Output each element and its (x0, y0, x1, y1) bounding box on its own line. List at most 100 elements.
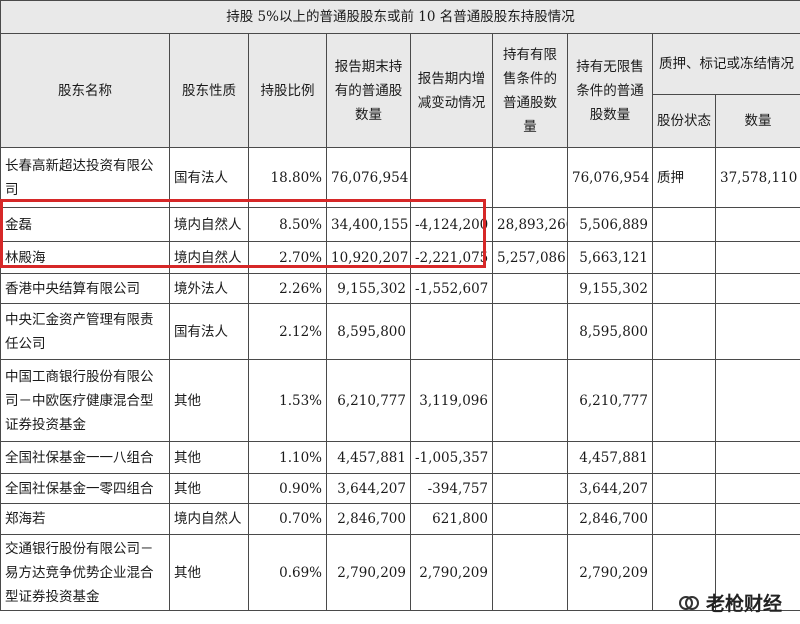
cell-change: 3,119,096 (410, 359, 493, 442)
cell-ratio: 2.26% (248, 273, 327, 304)
header-period-change: 报告期内增减变动情况 (410, 33, 493, 148)
cell-unrestricted: 2,790,209 (567, 534, 653, 611)
cell-change: 621,800 (410, 503, 493, 535)
cell-change: -4,124,200 (410, 207, 493, 242)
table-title: 持股 5%以上的普通股股东或前 10 名普通股股东持股情况 (0, 0, 800, 34)
cell-status (652, 359, 716, 442)
cell-qty (715, 473, 800, 504)
cell-ratio: 18.80% (248, 147, 327, 208)
table-row: 全国社保基金一零四组合 其他 0.90% 3,644,207 -394,757 3,644… (0, 473, 800, 504)
table-row: 金磊 境内自然人 8.50% 34,400,155 -4,124,200 28,893,2… (0, 207, 800, 242)
header-pledge-quantity: 数量 (715, 94, 800, 148)
cell-status (652, 303, 716, 360)
cell-restricted (492, 359, 568, 442)
cell-name: 长春高新超达投资有限公司 (0, 147, 170, 208)
cell-nature: 境外法人 (169, 273, 249, 304)
cell-nature: 国有法人 (169, 303, 249, 360)
cell-unrestricted: 5,663,121 (567, 241, 653, 274)
cell-period-end: 34,400,155 (326, 207, 411, 242)
cell-qty (715, 503, 800, 535)
cell-nature: 其他 (169, 473, 249, 504)
cell-restricted (492, 473, 568, 504)
watermark: 老枪财经 (678, 589, 782, 616)
cell-change: 2,790,209 (410, 534, 493, 611)
cell-status (652, 473, 716, 504)
watermark-text: 老枪财经 (705, 593, 782, 615)
table-row: 香港中央结算有限公司 境外法人 2.26% 9,155,302 -1,552,607 9,… (0, 273, 800, 304)
cell-period-end: 8,595,800 (326, 303, 411, 360)
cell-qty (715, 441, 800, 474)
cell-name: 香港中央结算有限公司 (0, 273, 170, 304)
header-pledge-status: 股份状态 (652, 94, 716, 148)
shareholder-table: 持股 5%以上的普通股股东或前 10 名普通股股东持股情况 股东名称 股东性质 … (0, 0, 800, 611)
cell-unrestricted: 2,846,700 (567, 503, 653, 535)
table-row: 中国工商银行股份有限公司－中欧医疗健康混合型证券投资基金 其他 1.53% 6,210… (0, 359, 800, 442)
wechat-channel-icon (678, 595, 699, 610)
cell-name: 郑海若 (0, 503, 170, 535)
header-shareholder-name: 股东名称 (0, 33, 170, 148)
table-row: 中央汇金资产管理有限责任公司 国有法人 2.12% 8,595,800 8,595,80… (0, 303, 800, 360)
cell-qty (715, 241, 800, 274)
cell-restricted (492, 303, 568, 360)
table-row: 交通银行股份有限公司－易方达竞争优势企业混合型证券投资基金 其他 0.69% 2,79… (0, 534, 800, 611)
table-row: 郑海若 境内自然人 0.70% 2,846,700 621,800 2,846,700 (0, 503, 800, 535)
cell-qty (715, 273, 800, 304)
cell-name: 中央汇金资产管理有限责任公司 (0, 303, 170, 360)
cell-qty (715, 359, 800, 442)
cell-status (652, 207, 716, 242)
cell-restricted (492, 503, 568, 535)
cell-restricted (492, 147, 568, 208)
cell-unrestricted: 3,644,207 (567, 473, 653, 504)
cell-qty: 37,578,110 (715, 147, 800, 208)
cell-restricted (492, 441, 568, 474)
cell-ratio: 2.12% (248, 303, 327, 360)
cell-status: 质押 (652, 147, 716, 208)
cell-unrestricted: 9,155,302 (567, 273, 653, 304)
cell-ratio: 8.50% (248, 207, 327, 242)
header-shareholder-nature: 股东性质 (169, 33, 249, 148)
cell-period-end: 10,920,207 (326, 241, 411, 274)
cell-qty (715, 534, 800, 611)
cell-name: 林殿海 (0, 241, 170, 274)
cell-restricted (492, 534, 568, 611)
cell-nature: 境内自然人 (169, 207, 249, 242)
cell-nature: 其他 (169, 441, 249, 474)
cell-change: -2,221,075 (410, 241, 493, 274)
cell-ratio: 0.70% (248, 503, 327, 535)
cell-qty (715, 207, 800, 242)
cell-nature: 境内自然人 (169, 503, 249, 535)
cell-change: -394,757 (410, 473, 493, 504)
cell-unrestricted: 4,457,881 (567, 441, 653, 474)
cell-change: -1,552,607 (410, 273, 493, 304)
cell-restricted: 5,257,086 (492, 241, 568, 274)
cell-qty (715, 303, 800, 360)
cell-ratio: 1.53% (248, 359, 327, 442)
cell-status (652, 503, 716, 535)
cell-nature: 其他 (169, 359, 249, 442)
cell-period-end: 3,644,207 (326, 473, 411, 504)
cell-nature: 国有法人 (169, 147, 249, 208)
cell-status (652, 273, 716, 304)
cell-ratio: 0.90% (248, 473, 327, 504)
cell-name: 全国社保基金一零四组合 (0, 473, 170, 504)
cell-period-end: 2,846,700 (326, 503, 411, 535)
header-holding-ratio: 持股比例 (248, 33, 327, 148)
cell-period-end: 76,076,954 (326, 147, 411, 208)
cell-period-end: 4,457,881 (326, 441, 411, 474)
cell-period-end: 2,790,209 (326, 534, 411, 611)
cell-name: 中国工商银行股份有限公司－中欧医疗健康混合型证券投资基金 (0, 359, 170, 442)
cell-change (410, 147, 493, 208)
header-pledge-group: 质押、标记或冻结情况 (652, 33, 800, 95)
cell-ratio: 2.70% (248, 241, 327, 274)
cell-change (410, 303, 493, 360)
cell-unrestricted: 8,595,800 (567, 303, 653, 360)
cell-period-end: 9,155,302 (326, 273, 411, 304)
cell-nature: 其他 (169, 534, 249, 611)
header-restricted-shares: 持有有限售条件的普通股数量 (492, 33, 568, 148)
cell-change: -1,005,357 (410, 441, 493, 474)
table-row: 全国社保基金一一八组合 其他 1.10% 4,457,881 -1,005,357 4,4… (0, 441, 800, 474)
cell-unrestricted: 6,210,777 (567, 359, 653, 442)
cell-ratio: 0.69% (248, 534, 327, 611)
header-unrestricted-shares: 持有无限售条件的普通股数量 (567, 33, 653, 148)
cell-name: 金磊 (0, 207, 170, 242)
